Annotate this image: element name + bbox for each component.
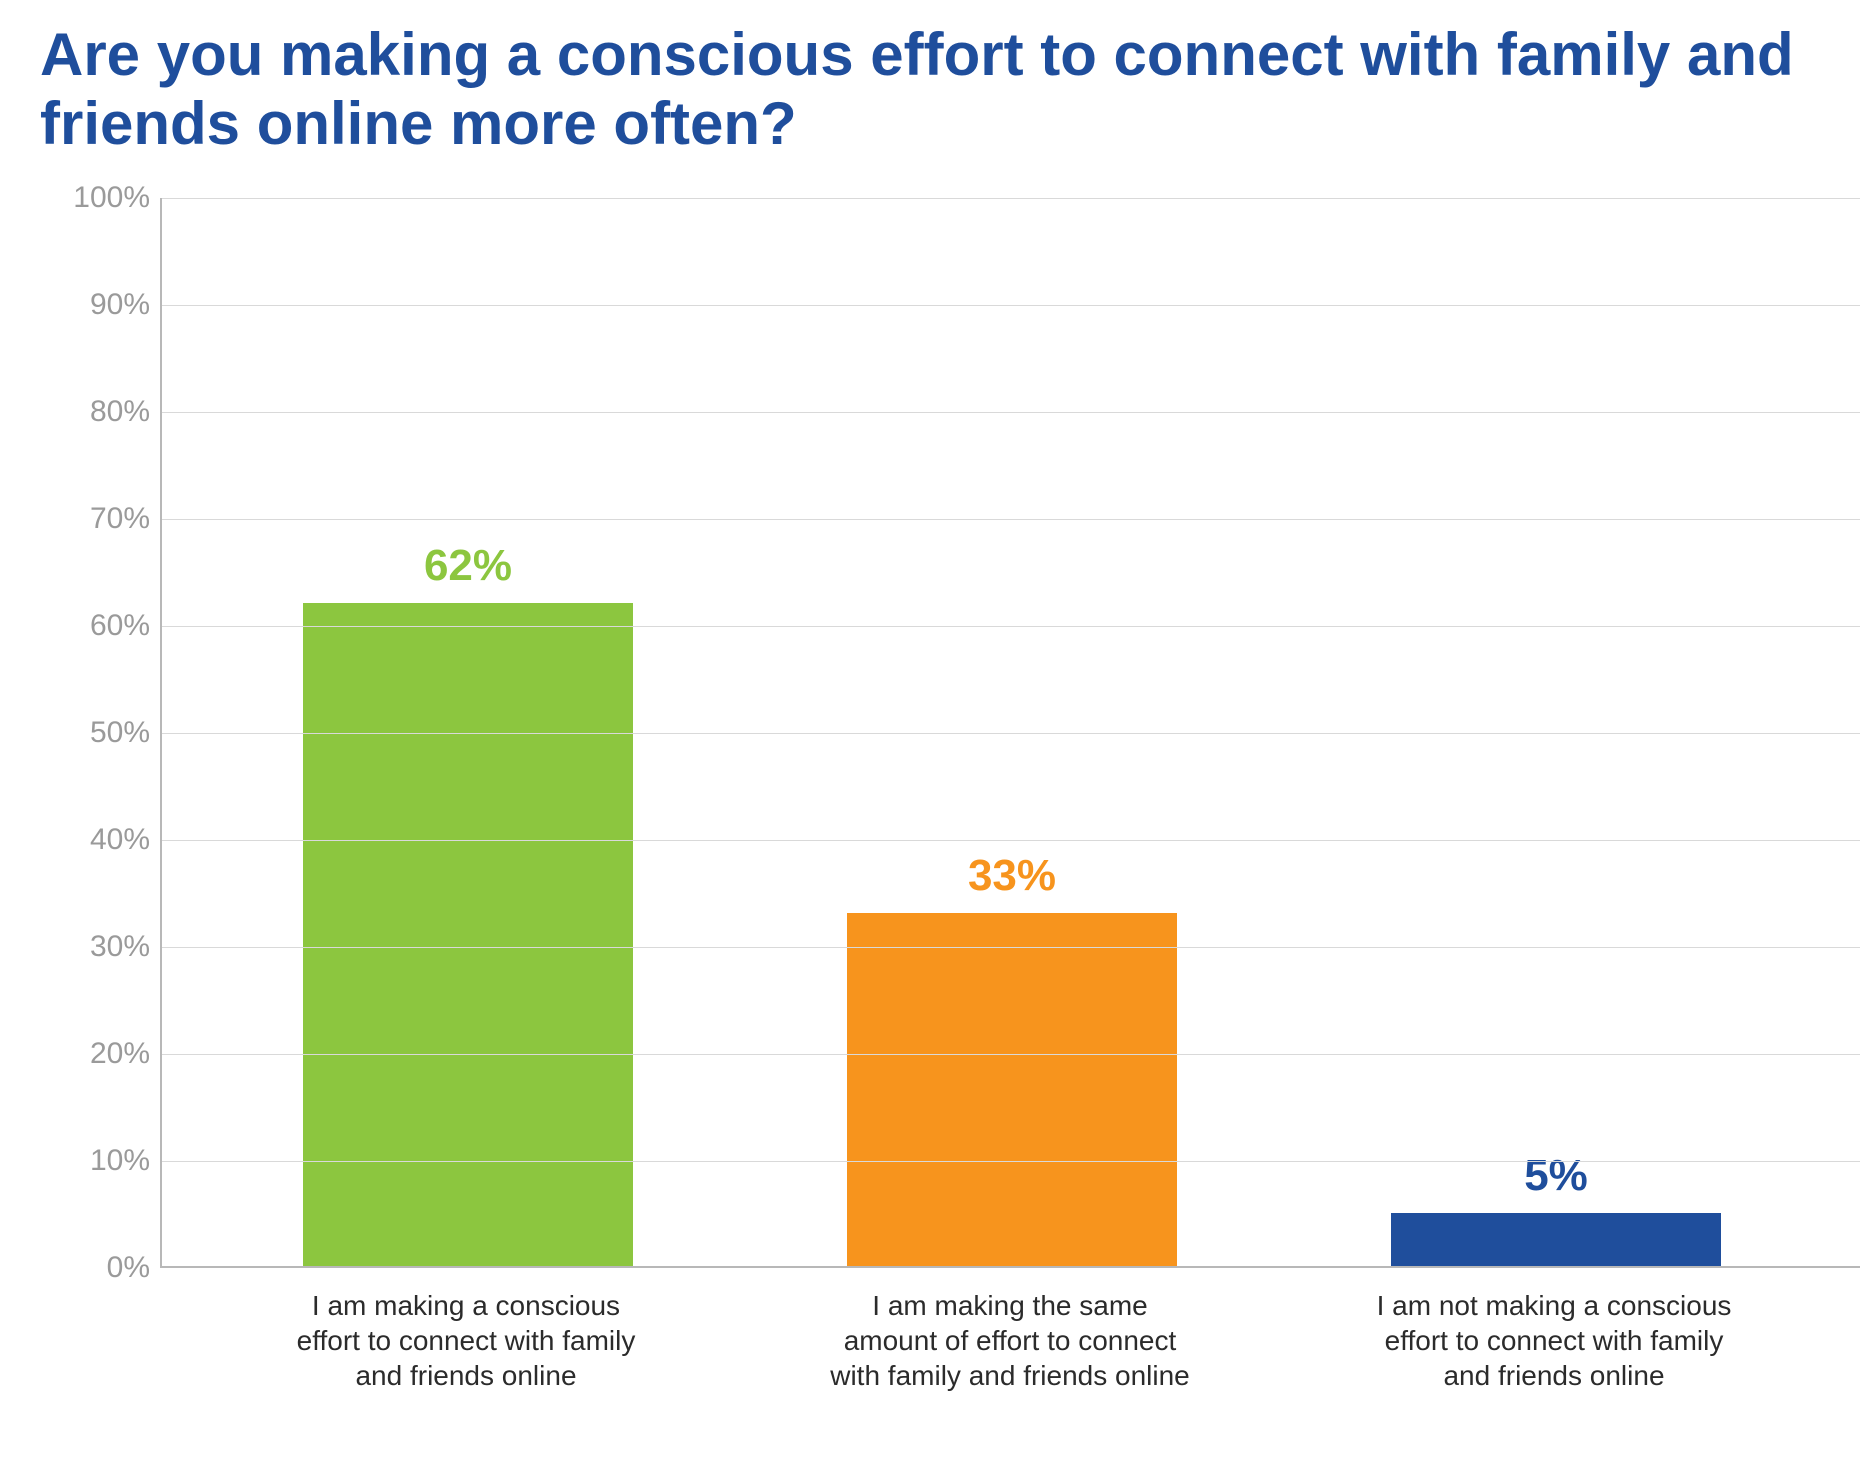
y-tick-label: 80% [90,395,150,429]
bar: 62% [303,603,633,1266]
gridline [162,1161,1860,1162]
x-axis-label: I am not making a conscious effort to co… [1374,1288,1734,1393]
gridline [162,198,1860,199]
gridline [162,412,1860,413]
gridline [162,733,1860,734]
gridline [162,305,1860,306]
y-tick-label: 40% [90,823,150,857]
chart-page: Are you making a conscious effort to con… [0,0,1871,1481]
gridline [162,840,1860,841]
plot-area: 62% 33% 5% [160,198,1860,1268]
y-tick-label: 30% [90,930,150,964]
x-axis-label: I am making a conscious effort to connec… [286,1288,646,1393]
y-tick-label: 60% [90,609,150,643]
gridline [162,1054,1860,1055]
gridline [162,519,1860,520]
gridline [162,947,1860,948]
bar-value-label: 5% [1524,1151,1588,1201]
y-tick-label: 0% [107,1251,150,1285]
y-tick-label: 20% [90,1037,150,1071]
y-tick-label: 70% [90,502,150,536]
y-tick-label: 50% [90,716,150,750]
bar: 33% [847,913,1177,1266]
bars-layer: 62% 33% 5% [162,198,1860,1266]
y-tick-label: 100% [73,181,150,215]
y-tick-label: 10% [90,1144,150,1178]
chart-title: Are you making a conscious effort to con… [40,20,1831,158]
y-tick-label: 90% [90,288,150,322]
bar: 5% [1391,1213,1721,1267]
gridline [162,626,1860,627]
bar-chart: 0%10%20%30%40%50%60%70%80%90%100% 62%33%… [40,198,1860,1268]
x-axis-label: I am making the same amount of effort to… [830,1288,1190,1393]
bar-value-label: 33% [968,851,1056,901]
y-axis: 0%10%20%30%40%50%60%70%80%90%100% [40,198,160,1268]
bar-value-label: 62% [424,541,512,591]
